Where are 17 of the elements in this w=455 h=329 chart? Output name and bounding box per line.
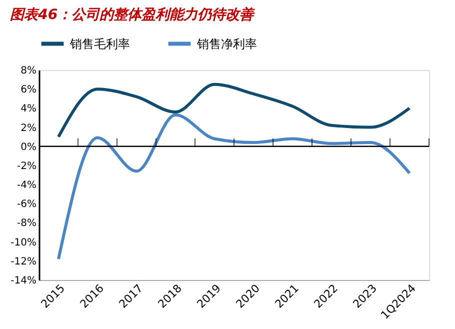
y-tick-label: 8% [20, 66, 36, 76]
y-tick-label: -6% [17, 199, 36, 210]
legend-label: 销售毛利率 [69, 36, 130, 51]
line-series [57, 82, 411, 138]
y-tick-label: -2% [17, 160, 36, 172]
y-tick-label: -12% [10, 256, 36, 268]
y-tick-label: -4% [17, 180, 36, 192]
y-tick-label: -10% [10, 237, 36, 248]
line-series [57, 113, 411, 260]
y-tick-label: -14% [10, 276, 36, 286]
y-tick-label: 4% [20, 104, 36, 115]
chart-title: 图表46：公司的整体盈利能力仍待改善 [10, 6, 256, 23]
y-tick-label: 2% [20, 122, 36, 134]
y-tick-label: 6% [20, 84, 36, 96]
y-tick-label: -8% [17, 218, 36, 230]
legend-label: 销售净利率 [196, 36, 257, 51]
y-tick-label: 0% [20, 142, 36, 153]
